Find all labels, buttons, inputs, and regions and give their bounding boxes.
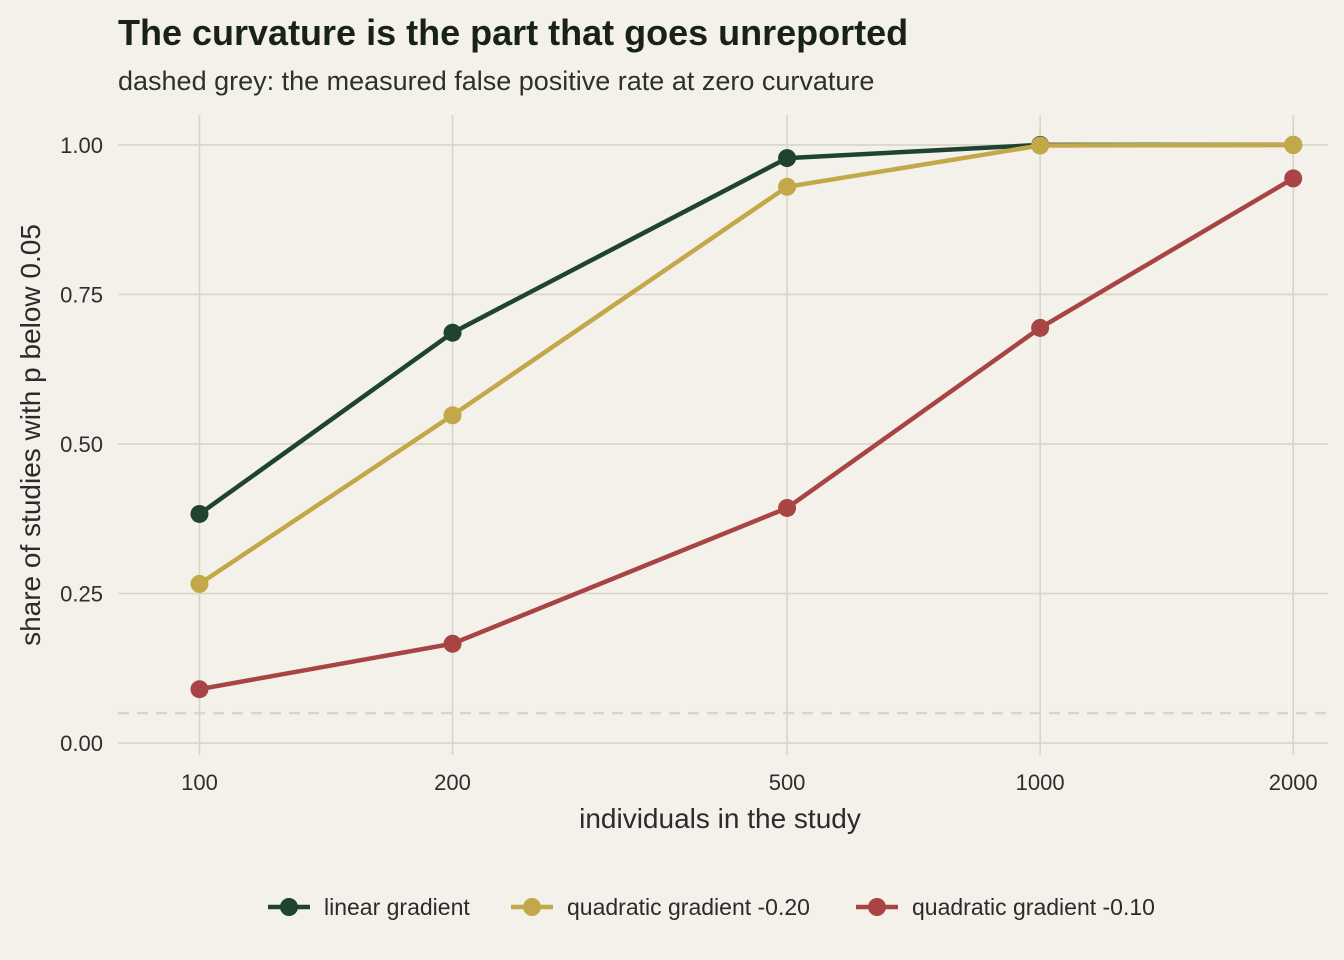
grid-lines xyxy=(118,115,1328,755)
legend-label-1: quadratic gradient -0.20 xyxy=(567,894,810,920)
series-1 xyxy=(190,135,1303,593)
legend-item-2: quadratic gradient -0.10 xyxy=(856,894,1155,920)
series-line-2 xyxy=(199,176,1295,692)
legend: linear gradient quadratic gradient -0.20 q… xyxy=(268,894,1155,920)
chart-title: The curvature is the part that goes unre… xyxy=(118,12,908,53)
data-point-1-2 xyxy=(778,177,797,196)
data-point-0-1 xyxy=(443,323,462,342)
legend-item-0: linear gradient xyxy=(268,894,470,920)
data-point-1-4 xyxy=(1284,135,1303,154)
chart-subtitle: dashed grey: the measured false positive… xyxy=(118,66,874,96)
series-layer xyxy=(190,135,1303,699)
x-tick-label-3: 1000 xyxy=(1016,770,1065,795)
series-line-0 xyxy=(198,142,1294,516)
legend-key-dot-2 xyxy=(868,898,886,916)
y-tick-label-4: 1.00 xyxy=(60,133,103,158)
data-point-2-3 xyxy=(1031,318,1050,337)
series-line-1 xyxy=(198,142,1294,586)
y-tick-label-3: 0.75 xyxy=(60,282,103,307)
legend-key-dot-1 xyxy=(523,898,541,916)
legend-item-1: quadratic gradient -0.20 xyxy=(511,894,810,920)
data-point-1-1 xyxy=(443,406,462,425)
plot-area xyxy=(118,115,1328,755)
y-axis-ticks: 0.00 0.25 0.50 0.75 1.00 xyxy=(60,133,103,756)
data-point-2-1 xyxy=(443,634,462,653)
legend-key-dot-0 xyxy=(280,898,298,916)
y-tick-label-2: 0.50 xyxy=(60,432,103,457)
data-point-2-0 xyxy=(190,680,209,699)
y-tick-label-0: 0.00 xyxy=(60,731,103,756)
data-point-1-0 xyxy=(190,574,209,593)
x-tick-label-1: 200 xyxy=(434,770,471,795)
series-0 xyxy=(190,135,1303,523)
data-point-2-4 xyxy=(1284,169,1303,188)
x-tick-label-4: 2000 xyxy=(1269,770,1318,795)
data-point-0-2 xyxy=(778,149,797,168)
series-2 xyxy=(190,169,1303,699)
legend-label-2: quadratic gradient -0.10 xyxy=(912,894,1155,920)
x-tick-label-2: 500 xyxy=(769,770,806,795)
x-axis-title: individuals in the study xyxy=(579,803,861,834)
x-axis-ticks: 100 200 500 1000 2000 xyxy=(181,770,1318,795)
x-tick-label-0: 100 xyxy=(181,770,218,795)
y-tick-label-1: 0.25 xyxy=(60,582,103,607)
data-point-0-0 xyxy=(190,504,209,523)
data-point-1-3 xyxy=(1031,136,1050,155)
data-point-2-2 xyxy=(778,498,797,517)
y-axis-title: share of studies with p below 0.05 xyxy=(15,224,46,646)
legend-label-0: linear gradient xyxy=(324,894,470,920)
